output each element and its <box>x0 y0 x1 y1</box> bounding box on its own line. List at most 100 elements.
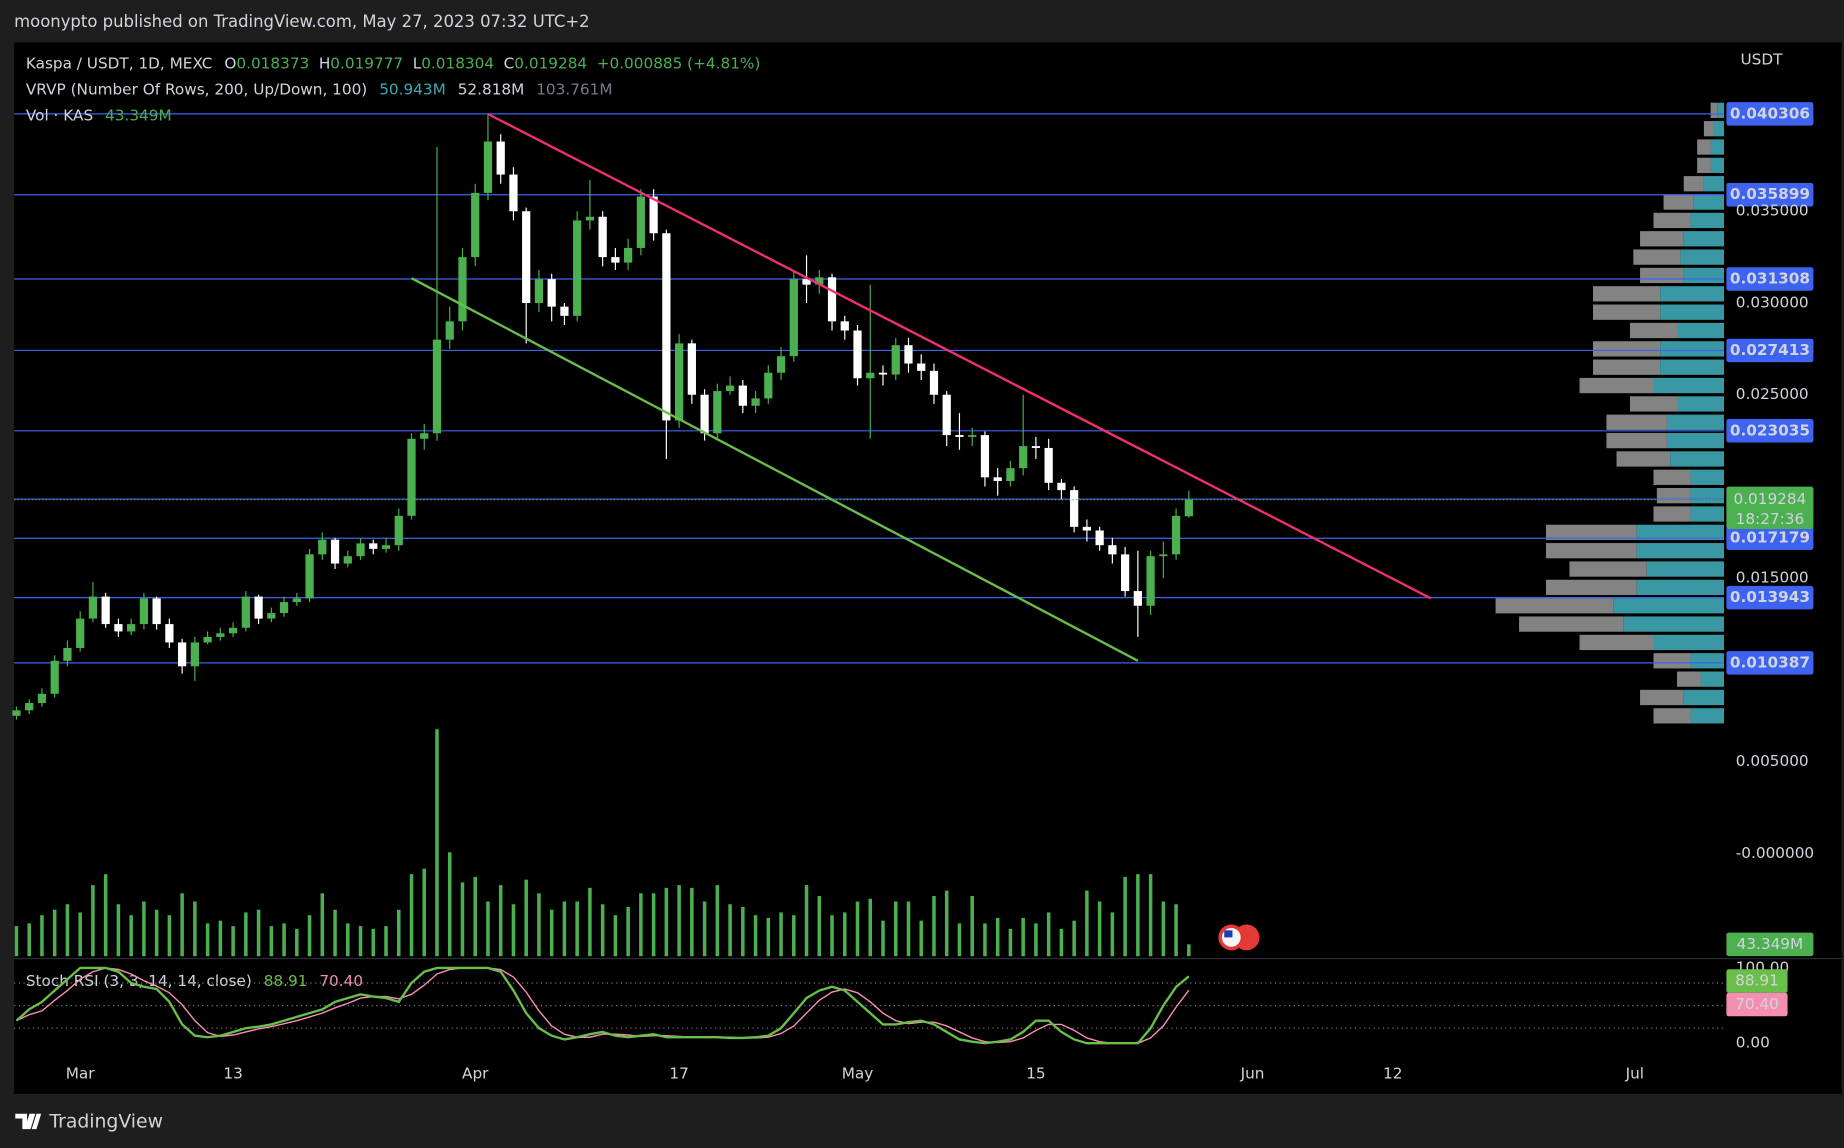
candle-body <box>114 624 123 632</box>
x-tick-label: 17 <box>669 1064 688 1082</box>
candle-body <box>1006 468 1015 481</box>
ohlc-key: H <box>319 54 330 72</box>
volume-bar <box>600 904 605 957</box>
candle-body <box>432 339 442 434</box>
volume-bar <box>779 912 783 957</box>
candle-body <box>381 545 391 549</box>
candle-body <box>1159 554 1168 557</box>
volume-bar <box>1148 874 1153 957</box>
volume-bar <box>932 896 936 957</box>
candle-body <box>343 556 352 564</box>
profile-down <box>1616 451 1671 467</box>
level-badge <box>1726 102 1814 126</box>
volume-bar <box>690 887 694 957</box>
stoch-k-badge <box>1726 969 1788 993</box>
profile-up <box>1660 304 1725 320</box>
profile-down <box>1593 341 1661 357</box>
profile-up <box>1653 377 1725 394</box>
candle-body <box>713 391 722 434</box>
candle-body <box>483 141 493 193</box>
stoch-tick-label: 0.00 <box>1736 1034 1770 1052</box>
volume-bar <box>1021 917 1025 957</box>
profile-up <box>1646 561 1725 577</box>
volume-title: Vol · KAS <box>26 106 93 124</box>
y-tick-label: 0.015000 <box>1736 569 1809 587</box>
profile-down <box>1629 322 1678 339</box>
candle-body <box>942 394 951 436</box>
volume-bar <box>460 882 465 957</box>
legend-vrvp: VRVP (Number Of Rows, 200, Up/Down, 100)… <box>26 80 613 98</box>
candle-body <box>904 345 913 364</box>
candle-body <box>751 398 760 406</box>
level-label: 0.013943 <box>1730 588 1810 606</box>
change: +0.000885 (+4.81%) <box>597 54 761 72</box>
volume-bar <box>205 923 210 957</box>
ohlc-value: 0.019777 <box>330 54 403 72</box>
candle-body <box>279 602 289 614</box>
volume-bar <box>549 909 554 957</box>
chart-area <box>14 42 1842 1094</box>
volume-bar <box>893 901 898 957</box>
volume-bar <box>52 909 57 957</box>
candle-body <box>853 330 862 379</box>
volume-bar <box>154 909 159 957</box>
profile-up <box>1710 157 1725 174</box>
profile-up <box>1690 469 1725 485</box>
candle-body <box>1070 490 1079 527</box>
profile-up <box>1683 231 1725 247</box>
ohlc-value: 0.019284 <box>514 54 587 72</box>
profile-up <box>1717 102 1725 118</box>
volume-bar <box>447 852 452 957</box>
candle-body <box>980 435 990 478</box>
volume-bar <box>435 729 439 957</box>
volume-bar <box>1059 928 1064 957</box>
volume-bar <box>970 896 974 957</box>
profile-up <box>1690 212 1725 229</box>
volume-bar <box>1110 912 1115 957</box>
candle-body <box>127 624 136 632</box>
volume-bar <box>562 901 567 957</box>
candle-body <box>305 554 314 599</box>
profile-down <box>1569 561 1647 577</box>
candle-body <box>356 543 365 557</box>
volume-bar <box>983 923 987 957</box>
profile-up <box>1677 322 1725 339</box>
countdown: 18:27:36 <box>1736 510 1805 528</box>
volume-bar <box>231 926 235 957</box>
candle-body <box>254 596 263 619</box>
candle-body <box>1121 554 1130 592</box>
volume-bar <box>282 923 286 957</box>
candle-body <box>318 539 327 555</box>
candle-body <box>241 596 250 628</box>
profile-down <box>1545 524 1637 540</box>
volume-bar <box>1174 904 1178 957</box>
y-tick-label: -0.000000 <box>1736 844 1814 862</box>
candle-body <box>63 647 72 661</box>
footer: TradingView <box>15 1112 163 1133</box>
volume-bar <box>817 896 822 957</box>
profile-down <box>1653 506 1691 522</box>
candle-body <box>1184 499 1193 517</box>
volume-bar <box>129 915 133 957</box>
candle-body <box>662 233 671 421</box>
candle-body <box>267 613 276 619</box>
candle-body <box>1057 482 1066 491</box>
volume-bar <box>766 917 771 957</box>
volume-bar <box>613 915 618 957</box>
volume-bar <box>180 893 184 957</box>
candle-body <box>88 596 98 619</box>
volume-bar <box>1136 874 1140 957</box>
volume-bar <box>91 885 95 957</box>
level-badge <box>1726 182 1814 207</box>
profile-up <box>1693 194 1725 210</box>
y-tick-label: 0.035000 <box>1736 202 1809 220</box>
profile-down <box>1653 469 1691 485</box>
profile-down <box>1640 231 1684 247</box>
candle-body <box>802 279 811 285</box>
profile-up <box>1670 451 1725 467</box>
level-badge <box>1726 526 1814 551</box>
volume-bar <box>511 904 516 957</box>
candle-body <box>76 618 85 648</box>
volume-bar <box>244 912 248 957</box>
